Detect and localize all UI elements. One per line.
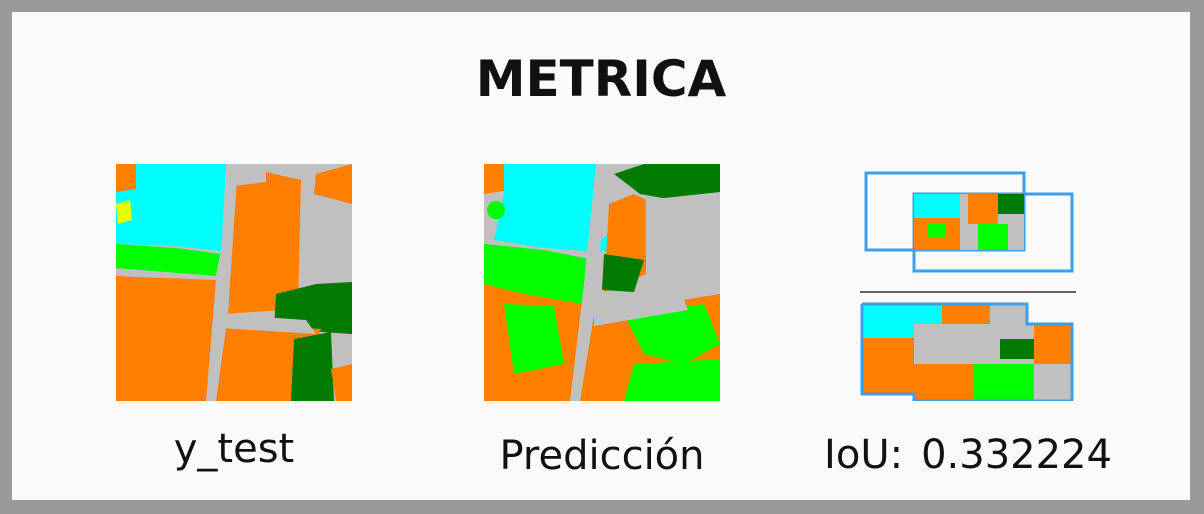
iou-label: IoU: [824,432,904,478]
iou-caption: IoU: 0.332224 [818,432,1118,478]
ground-truth-caption: y_test [173,426,295,472]
metric-panel: METRICA [12,12,1190,500]
iou-value: 0.332224 [921,432,1112,478]
page-title: METRICA [475,50,727,108]
prediction-image [484,164,720,401]
ground-truth-image [116,164,352,401]
iou-diagram [860,171,1076,401]
prediction-caption: Predicción [499,433,705,479]
